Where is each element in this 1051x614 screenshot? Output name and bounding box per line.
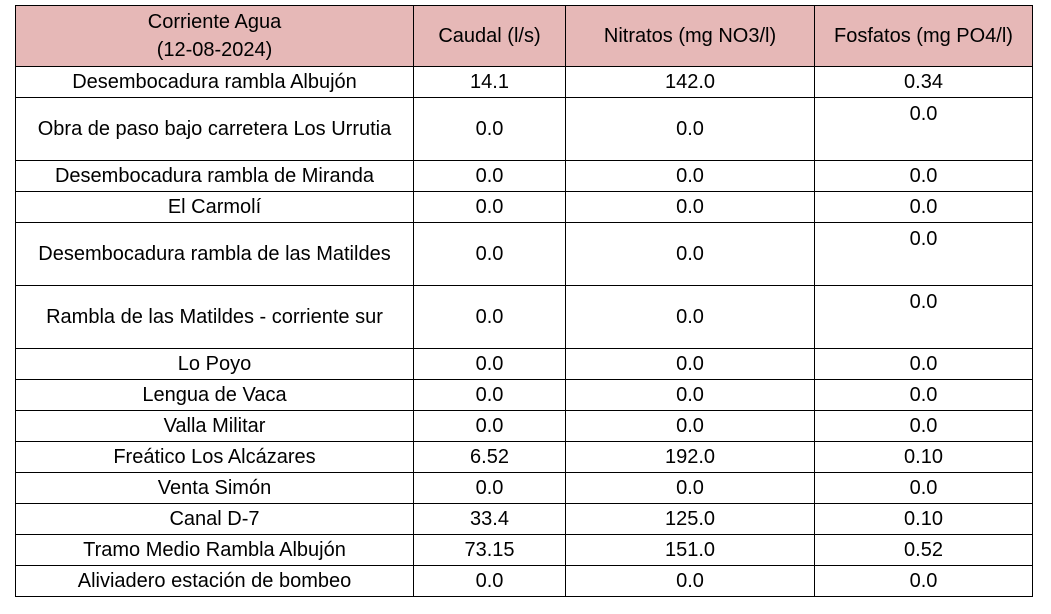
- cell-flow: 0.0: [413, 379, 566, 411]
- cell-location: Lengua de Vaca: [15, 379, 414, 411]
- cell-phosphates: 0.0: [814, 160, 1033, 192]
- cell-location: Desembocadura rambla de Miranda: [15, 160, 414, 192]
- table-row: Desembocadura rambla de las Matildes 0.0…: [15, 222, 1033, 286]
- table-row: Venta Simón 0.0 0.0 0.0: [15, 472, 1033, 504]
- cell-flow: 0.0: [413, 472, 566, 504]
- cell-flow: 0.0: [413, 565, 566, 597]
- cell-nitrates: 0.0: [565, 160, 815, 192]
- cell-phosphates: 0.0: [814, 191, 1033, 223]
- cell-flow: 0.0: [413, 97, 566, 161]
- cell-nitrates: 0.0: [565, 348, 815, 380]
- table-row: Canal D-7 33.4 125.0 0.10: [15, 503, 1033, 535]
- cell-flow: 0.0: [413, 191, 566, 223]
- cell-phosphates: 0.34: [814, 66, 1033, 98]
- table-header-row: Corriente Agua (12-08-2024) Caudal (l/s)…: [15, 5, 1033, 67]
- cell-flow: 33.4: [413, 503, 566, 535]
- cell-location: Tramo Medio Rambla Albujón: [15, 534, 414, 566]
- cell-nitrates: 0.0: [565, 565, 815, 597]
- cell-location: Freático Los Alcázares: [15, 441, 414, 473]
- cell-nitrates: 0.0: [565, 97, 815, 161]
- cell-nitrates: 0.0: [565, 285, 815, 349]
- table-row: El Carmolí 0.0 0.0 0.0: [15, 191, 1033, 223]
- cell-phosphates: 0.0: [814, 348, 1033, 380]
- cell-flow: 6.52: [413, 441, 566, 473]
- cell-flow: 0.0: [413, 222, 566, 286]
- table-row: Tramo Medio Rambla Albujón 73.15 151.0 0…: [15, 534, 1033, 566]
- cell-phosphates: 0.0: [814, 410, 1033, 442]
- cell-location: Lo Poyo: [15, 348, 414, 380]
- header-location-line1: Corriente Agua: [147, 11, 282, 33]
- header-phosphates: Fosfatos (mg PO4/l): [814, 5, 1033, 67]
- cell-nitrates: 0.0: [565, 410, 815, 442]
- cell-location: Valla Militar: [15, 410, 414, 442]
- table-row: Lengua de Vaca 0.0 0.0 0.0: [15, 379, 1033, 411]
- cell-nitrates: 142.0: [565, 66, 815, 98]
- cell-phosphates: 0.0: [814, 472, 1033, 504]
- cell-nitrates: 125.0: [565, 503, 815, 535]
- header-location-line2: (12-08-2024): [156, 39, 273, 61]
- cell-location: Canal D-7: [15, 503, 414, 535]
- cell-flow: 0.0: [413, 410, 566, 442]
- cell-phosphates: 0.52: [814, 534, 1033, 566]
- header-location: Corriente Agua (12-08-2024): [15, 5, 414, 67]
- cell-nitrates: 0.0: [565, 379, 815, 411]
- cell-phosphates: 0.0: [814, 285, 1033, 349]
- water-quality-table: Corriente Agua (12-08-2024) Caudal (l/s)…: [15, 5, 1033, 597]
- header-nitrates: Nitratos (mg NO3/l): [565, 5, 815, 67]
- cell-flow: 14.1: [413, 66, 566, 98]
- cell-phosphates: 0.0: [814, 565, 1033, 597]
- cell-location: Desembocadura rambla de las Matildes: [15, 222, 414, 286]
- header-flow: Caudal (l/s): [413, 5, 566, 67]
- table-row: Lo Poyo 0.0 0.0 0.0: [15, 348, 1033, 380]
- cell-flow: 0.0: [413, 160, 566, 192]
- cell-phosphates: 0.10: [814, 503, 1033, 535]
- water-quality-table-container: Corriente Agua (12-08-2024) Caudal (l/s)…: [15, 5, 1033, 597]
- cell-location: Aliviadero estación de bombeo: [15, 565, 414, 597]
- cell-nitrates: 0.0: [565, 472, 815, 504]
- table-row: Obra de paso bajo carretera Los Urrutia …: [15, 97, 1033, 161]
- cell-flow: 0.0: [413, 348, 566, 380]
- table-row: Rambla de las Matildes - corriente sur 0…: [15, 285, 1033, 349]
- cell-nitrates: 0.0: [565, 222, 815, 286]
- cell-flow: 0.0: [413, 285, 566, 349]
- cell-location: Rambla de las Matildes - corriente sur: [15, 285, 414, 349]
- cell-location: Venta Simón: [15, 472, 414, 504]
- cell-location: Obra de paso bajo carretera Los Urrutia: [15, 97, 414, 161]
- cell-phosphates: 0.0: [814, 379, 1033, 411]
- cell-location: El Carmolí: [15, 191, 414, 223]
- cell-phosphates: 0.10: [814, 441, 1033, 473]
- cell-nitrates: 151.0: [565, 534, 815, 566]
- table-row: Valla Militar 0.0 0.0 0.0: [15, 410, 1033, 442]
- cell-location: Desembocadura rambla Albujón: [15, 66, 414, 98]
- cell-phosphates: 0.0: [814, 222, 1033, 286]
- table-row: Aliviadero estación de bombeo 0.0 0.0 0.…: [15, 565, 1033, 597]
- cell-phosphates: 0.0: [814, 97, 1033, 161]
- cell-nitrates: 0.0: [565, 191, 815, 223]
- table-row: Desembocadura rambla Albujón 14.1 142.0 …: [15, 66, 1033, 98]
- cell-nitrates: 192.0: [565, 441, 815, 473]
- cell-flow: 73.15: [413, 534, 566, 566]
- table-row: Desembocadura rambla de Miranda 0.0 0.0 …: [15, 160, 1033, 192]
- table-row: Freático Los Alcázares 6.52 192.0 0.10: [15, 441, 1033, 473]
